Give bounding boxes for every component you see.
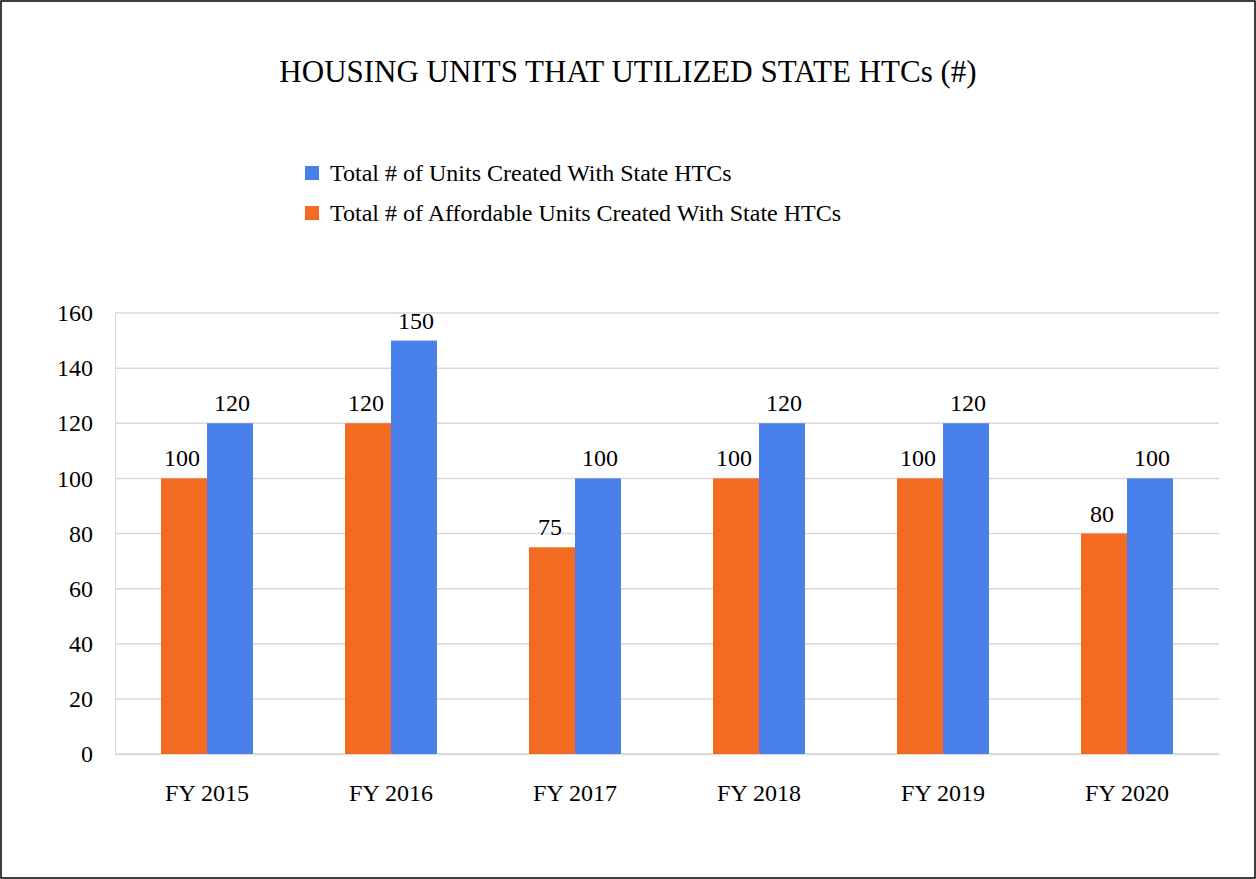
data-label: 120 [348, 390, 384, 416]
bar [943, 423, 989, 754]
grid-line [115, 478, 1219, 480]
legend-label: Total # of Units Created With State HTCs [330, 160, 732, 186]
x-tick: FY 2018 [717, 780, 801, 806]
y-tick: 160 [57, 300, 115, 326]
plot: 020406080100120140160FY 2015FY 2016FY 20… [57, 300, 1220, 806]
data-labels: 120 150 100 120 120 100 100 120 75 100 100 80 [164, 308, 1170, 541]
y-tick: 140 [57, 355, 115, 381]
x-tick: FY 2020 [1085, 780, 1169, 806]
y-tick: 20 [69, 686, 115, 712]
data-label: 120 [950, 390, 986, 416]
y-axis-line [115, 314, 116, 755]
bar [529, 547, 575, 754]
data-label: 75 [538, 514, 562, 540]
x-tick: FY 2016 [349, 780, 433, 806]
bars [161, 341, 1173, 754]
y-tick: 0 [81, 741, 115, 767]
bar [345, 423, 391, 754]
y-tick: 120 [57, 410, 115, 436]
data-label: 100 [164, 445, 200, 471]
data-label: 100 [582, 445, 618, 471]
x-axis-line [116, 754, 1220, 756]
y-tick-label: 60 [69, 576, 93, 602]
x-tick-label: FY 2017 [533, 780, 617, 806]
data-label: 80 [1090, 501, 1114, 527]
bar [1127, 478, 1173, 754]
legend-label: Total # of Affordable Units Created With… [330, 200, 841, 226]
bar [207, 423, 253, 754]
y-tick-label: 120 [57, 410, 93, 436]
bar [161, 478, 207, 754]
y-axis: 0 20 40 60 80 100 120 140 160 [57, 300, 116, 767]
frame [1, 1, 1255, 878]
grid-line [115, 643, 1219, 645]
grid-line [115, 698, 1219, 700]
grid-line [115, 312, 1219, 314]
grid-line [115, 423, 1219, 425]
y-tick-label: 140 [57, 355, 93, 381]
y-tick-label: 100 [57, 466, 93, 492]
x-axis: FY 2015 FY 2016 FY 2017 FY 2018 FY 2019 FY 20… [116, 755, 1220, 807]
chart: HOUSING UNITS THAT UTILIZED STATE HTCs (… [0, 0, 1256, 879]
grid-line [115, 753, 1219, 755]
data-label: 100 [1134, 445, 1170, 471]
bar [575, 478, 621, 754]
legend-swatch [305, 166, 319, 180]
data-label: 120 [766, 390, 802, 416]
legend: Total # of Units Created With State HTCs… [305, 160, 841, 226]
y-tick-label: 40 [69, 631, 93, 657]
legend-swatch [305, 206, 319, 220]
title: HOUSING UNITS THAT UTILIZED STATE HTCs (… [279, 54, 976, 89]
y-tick: 100 [57, 466, 115, 492]
x-tick-label: FY 2019 [901, 780, 985, 806]
bar [713, 478, 759, 754]
x-tick: FY 2019 [901, 780, 985, 806]
grid [115, 313, 1219, 754]
x-tick: FY 2015 [165, 780, 249, 806]
data-label: 100 [900, 445, 936, 471]
bar [391, 341, 437, 754]
x-tick-label: FY 2016 [349, 780, 433, 806]
y-tick: 80 [69, 521, 115, 547]
y-tick: 60 [69, 576, 115, 602]
data-label: 150 [398, 308, 434, 334]
x-tick: FY 2017 [533, 780, 617, 806]
grid-line [115, 588, 1219, 590]
data-label: 120 [214, 390, 250, 416]
y-tick-label: 0 [81, 741, 93, 767]
y-tick-label: 20 [69, 686, 93, 712]
data-label: 100 [716, 445, 752, 471]
x-tick-label: FY 2018 [717, 780, 801, 806]
x-tick-label: FY 2020 [1085, 780, 1169, 806]
y-tick-label: 160 [57, 300, 93, 326]
y-tick: 40 [69, 631, 115, 657]
bar [759, 423, 805, 754]
x-tick-label: FY 2015 [165, 780, 249, 806]
bar [897, 478, 943, 754]
grid-line [115, 367, 1219, 369]
bar [1081, 534, 1127, 755]
grid-line [115, 533, 1219, 535]
y-tick-label: 80 [69, 521, 93, 547]
